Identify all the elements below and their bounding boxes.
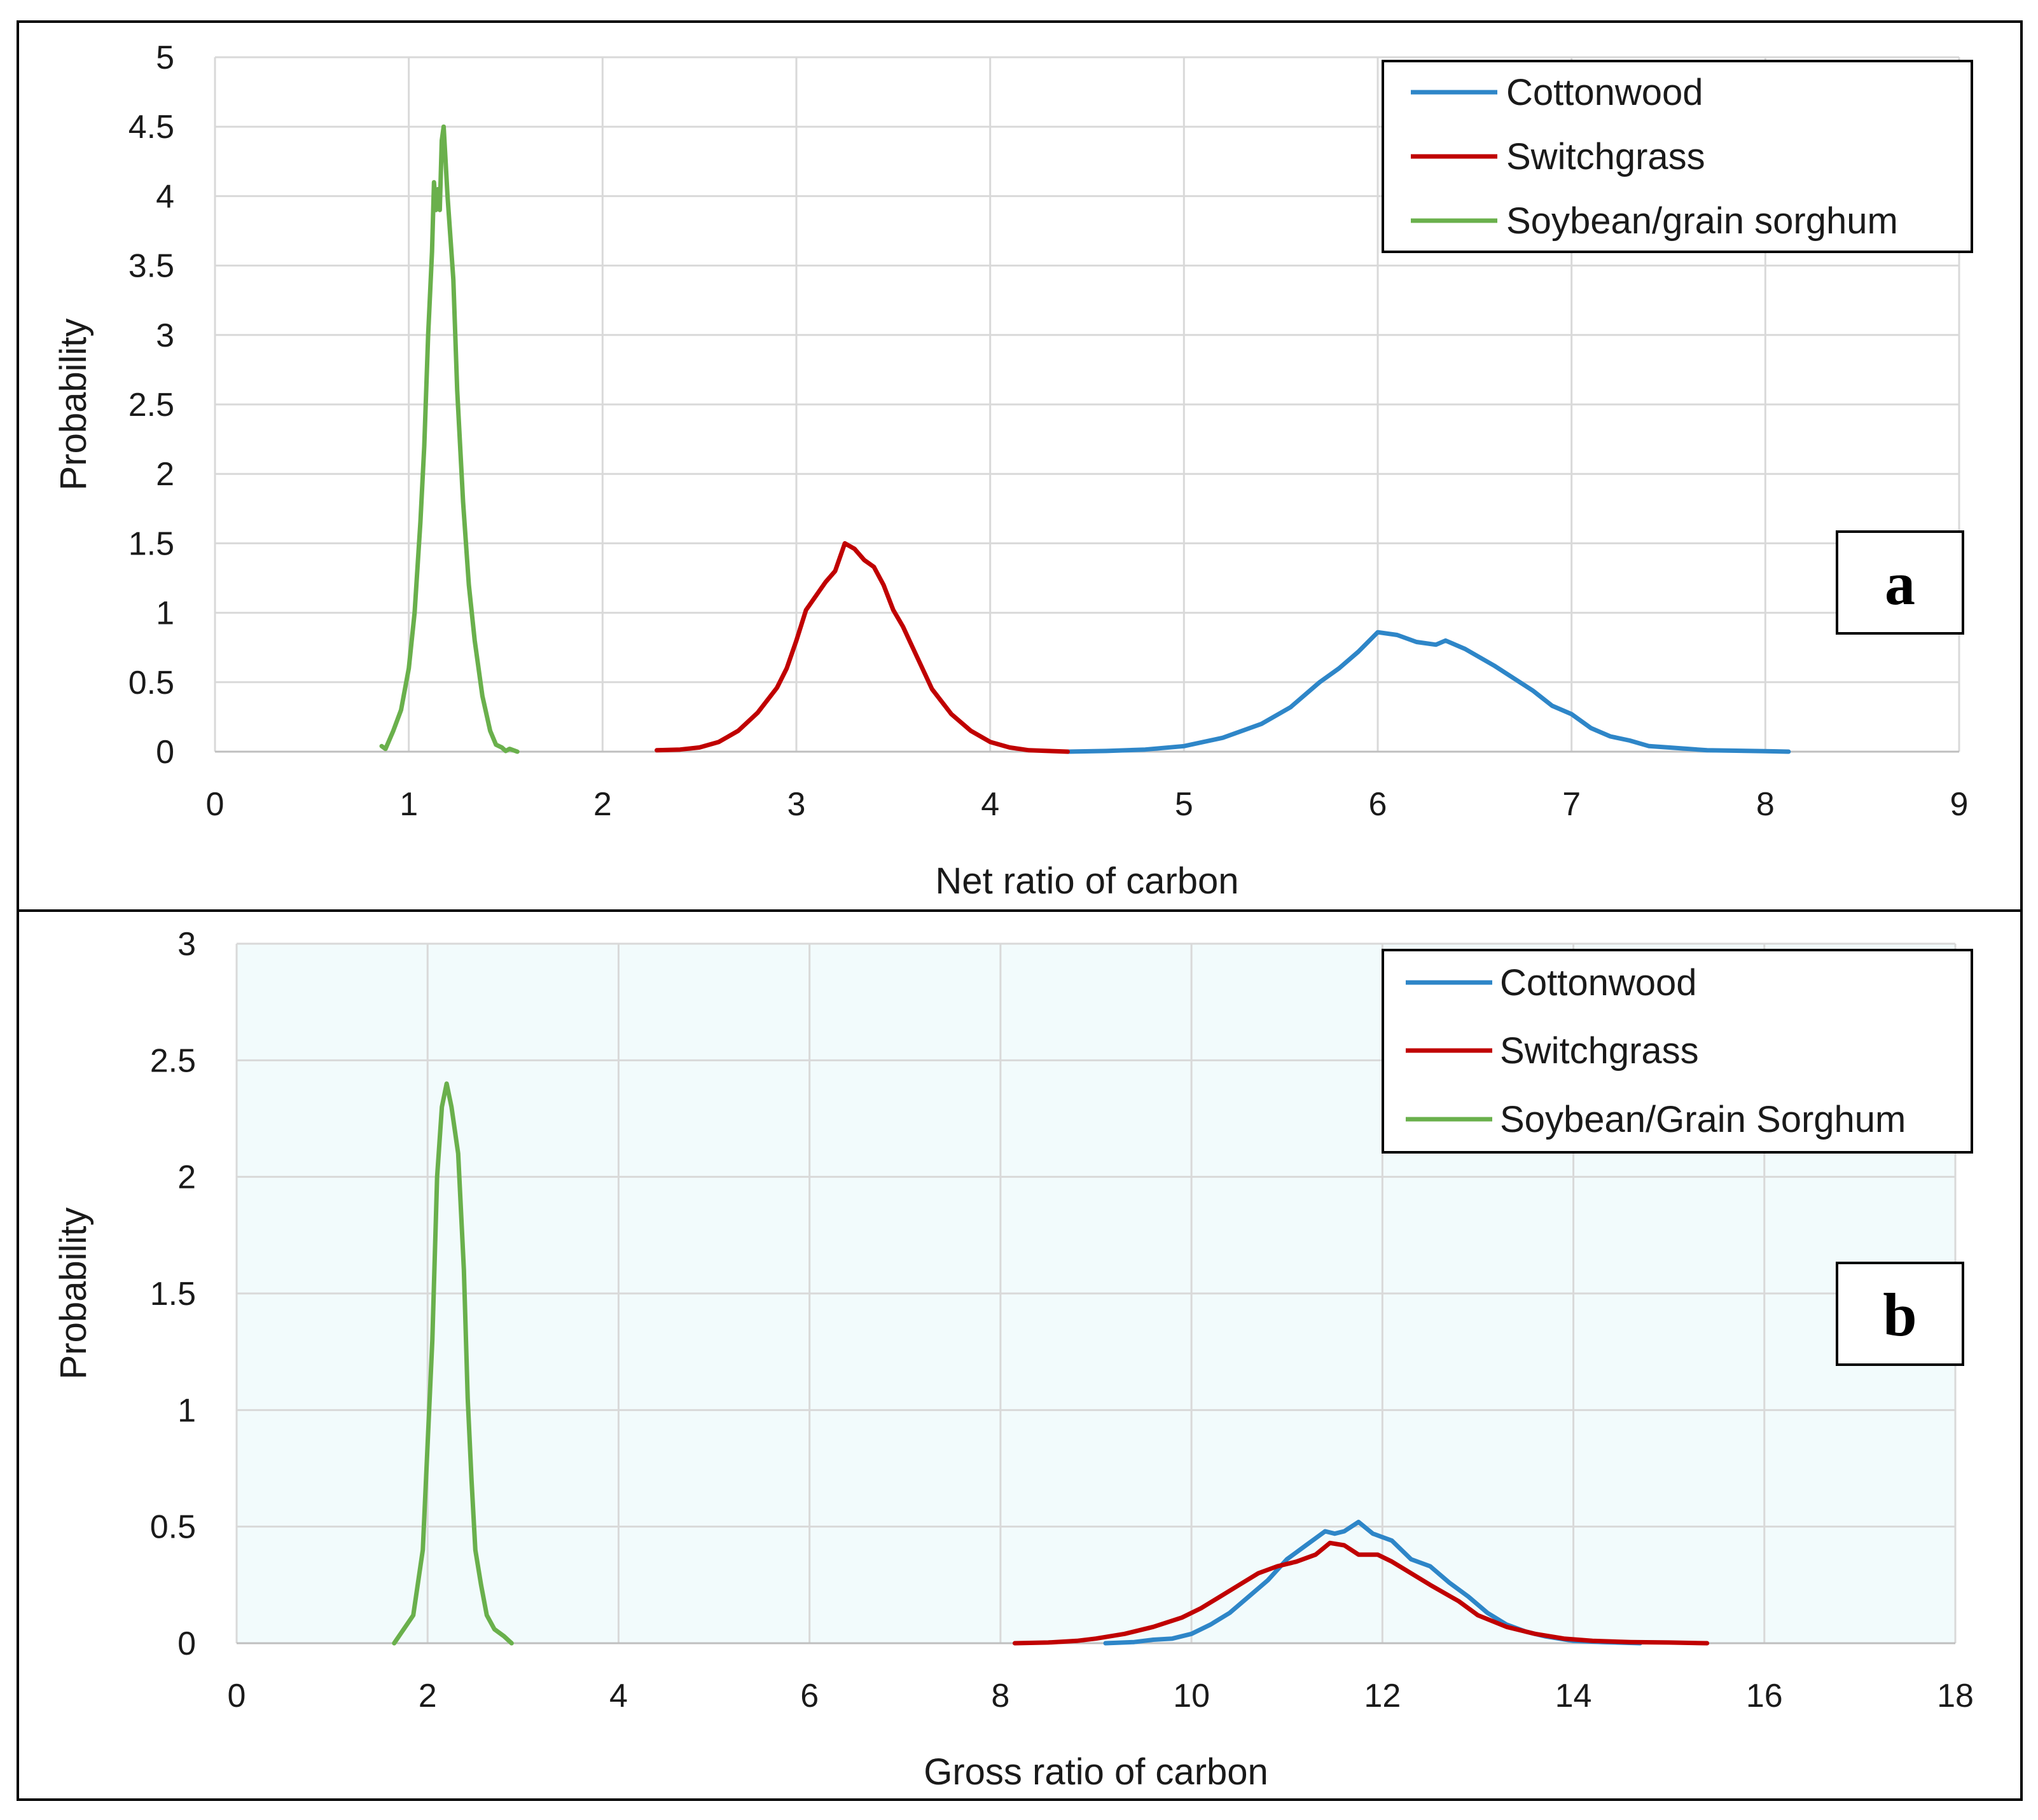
y-tick-label: 4	[156, 178, 174, 215]
x-tick-label: 0	[206, 786, 225, 823]
y-tick-label: 0	[177, 1625, 196, 1662]
legend-label-cottonwood-a: Cottonwood	[1506, 72, 1703, 113]
y-tick-label: 0	[156, 734, 174, 771]
y-tick-label: 0.5	[128, 665, 174, 701]
x-axis-title-b: Gross ratio of carbon	[924, 1751, 1268, 1793]
x-tick-label: 2	[593, 786, 612, 823]
x-tick-label: 9	[1950, 786, 1969, 823]
panel-label-a: a	[1885, 549, 1915, 617]
series-line-soybean	[379, 124, 520, 754]
x-tick-label: 1	[399, 786, 418, 823]
axes-b: 0 2 4 6 8 10 12 14 16 18 0 0.5 1 1.5 2 2.5 3	[150, 926, 1974, 1714]
series-line-switchgrass	[655, 541, 1070, 754]
panel-label-box-b	[1836, 1262, 1964, 1366]
series-line-cottonwood	[1065, 630, 1791, 754]
y-tick-label: 1	[177, 1392, 196, 1429]
y-tick-label: 2	[177, 1159, 196, 1196]
legend-label-soybean-b: Soybean/Grain Sorghum	[1500, 1099, 1906, 1140]
y-tick-label: 0.5	[150, 1509, 196, 1546]
y-tick-label: 3.5	[128, 248, 174, 285]
x-axis-title-a: Net ratio of carbon	[935, 860, 1238, 902]
y-tick-label: 4.5	[128, 109, 174, 146]
x-tick-label: 12	[1364, 1678, 1401, 1714]
x-tick-label: 6	[1369, 786, 1387, 823]
x-tick-label: 5	[1175, 786, 1193, 823]
x-tick-label: 3	[787, 786, 806, 823]
y-tick-label: 1.5	[128, 525, 174, 562]
series-line-soybean	[392, 1081, 514, 1646]
x-tick-label: 18	[1937, 1678, 1974, 1714]
series-b	[392, 1081, 1710, 1646]
y-tick-label: 3	[156, 317, 174, 354]
x-tick-label: 4	[609, 1678, 628, 1714]
x-tick-label: 16	[1746, 1678, 1783, 1714]
x-tick-label: 4	[981, 786, 999, 823]
y-tick-label: 3	[177, 926, 196, 963]
panel-label-b: b	[1883, 1281, 1917, 1349]
y-tick-label: 5	[156, 39, 174, 76]
y-tick-label: 2.5	[128, 387, 174, 424]
x-tick-label: 8	[1756, 786, 1775, 823]
y-axis-title-a: Probability	[53, 319, 94, 491]
legend-a: Cottonwood Switchgrass Soybean/grain sor…	[1382, 60, 1973, 253]
x-tick-label: 2	[419, 1678, 437, 1714]
legend-b: Cottonwood Switchgrass Soybean/Grain Sor…	[1382, 949, 1973, 1154]
series-line-switchgrass	[1012, 1540, 1710, 1646]
x-tick-label: 6	[800, 1678, 819, 1714]
legend-label-cottonwood-b: Cottonwood	[1500, 962, 1697, 1003]
y-tick-label: 1.5	[150, 1276, 196, 1313]
y-axis-title-b: Probability	[53, 1208, 94, 1380]
y-tick-label: 2.5	[150, 1042, 196, 1079]
x-tick-label: 14	[1555, 1678, 1592, 1714]
x-tick-label: 7	[1562, 786, 1581, 823]
y-tick-label: 1	[156, 595, 174, 632]
panel-label-box-a	[1836, 530, 1964, 635]
legend-label-switchgrass-a: Switchgrass	[1506, 136, 1705, 177]
x-tick-label: 0	[228, 1678, 246, 1714]
x-tick-label: 10	[1173, 1678, 1210, 1714]
y-tick-label: 2	[156, 456, 174, 493]
x-tick-label: 8	[991, 1678, 1009, 1714]
legend-label-switchgrass-b: Switchgrass	[1500, 1030, 1699, 1072]
legend-label-soybean-a: Soybean/grain sorghum	[1506, 200, 1898, 242]
series-a	[379, 124, 1791, 754]
